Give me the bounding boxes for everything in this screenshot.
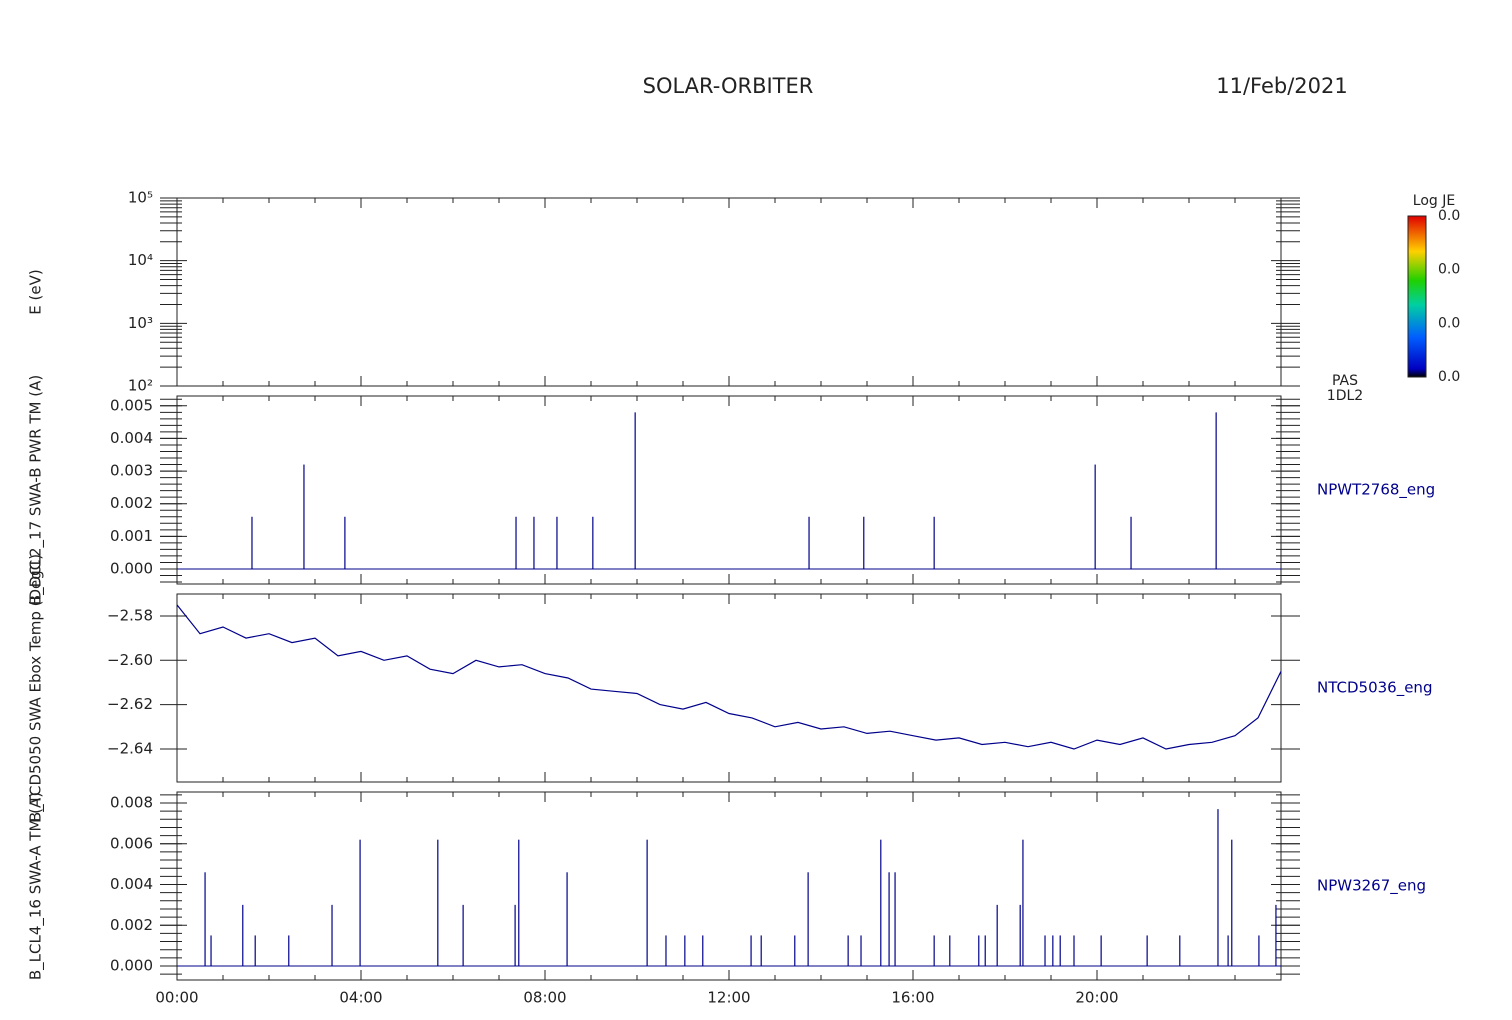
y-tick-label: −2.60 — [107, 651, 153, 669]
y-tick-label: 0.002 — [110, 916, 153, 934]
y-tick-label: 0.006 — [110, 834, 153, 852]
colorbar-label: 0.0 — [1438, 315, 1460, 331]
chart-title: SOLAR-ORBITER — [643, 74, 814, 98]
y-axis-label: B_TCD5050 SWA Ebox Temp (DegC) — [27, 554, 46, 822]
line — [176, 604, 1282, 750]
y-tick-label: 10² — [128, 377, 153, 395]
y-tick-label: 10³ — [128, 314, 153, 332]
y-tick-label: −2.64 — [107, 739, 153, 757]
y-tick-label: 10⁴ — [128, 251, 153, 269]
plot-frame — [176, 593, 1282, 783]
colorbar — [1407, 215, 1427, 378]
y-tick-label: −2.62 — [107, 695, 153, 713]
instrument-label: 1DL2 — [1327, 388, 1363, 404]
colorbar-label: 0.0 — [1438, 369, 1460, 385]
y-axis-label: B_LCL4_16 SWA-A TM (A) — [27, 792, 46, 980]
x-tick-label: 04:00 — [339, 989, 382, 1007]
y-axis-label: B_DCL2_17 SWA-B PWR TM (A) — [27, 375, 46, 605]
y-tick-label: 0.003 — [110, 462, 153, 480]
instrument-label: PAS — [1332, 373, 1358, 389]
y-tick-label: 10⁵ — [128, 189, 153, 207]
y-tick-label: −2.58 — [107, 606, 153, 624]
y-tick-label: 0.000 — [110, 559, 153, 577]
x-tick-label: 12:00 — [707, 989, 750, 1007]
x-tick-label: 08:00 — [523, 989, 566, 1007]
x-tick-label: 20:00 — [1075, 989, 1118, 1007]
plot-frame — [176, 395, 1282, 585]
colorbar-label: 0.0 — [1438, 262, 1460, 278]
plot-frame — [176, 197, 1282, 387]
y-axis-label: E (eV) — [27, 269, 45, 314]
y-tick-label: 0.005 — [110, 396, 153, 414]
x-tick-label: 00:00 — [155, 989, 198, 1007]
y-tick-label: 0.001 — [110, 527, 153, 545]
date: 11/Feb/2021 — [1216, 74, 1348, 98]
colorbar-title: Log JE — [1413, 193, 1455, 209]
y-tick-label: 0.002 — [110, 494, 153, 512]
y-tick-label: 0.004 — [110, 875, 153, 893]
y-tick-label: 0.008 — [110, 794, 153, 812]
series-label: NPWT2768_eng — [1317, 481, 1435, 500]
series-label: NTCD5036_eng — [1317, 679, 1432, 698]
y-tick-label: 0.004 — [110, 429, 153, 447]
series-label: NPW3267_eng — [1317, 877, 1426, 896]
x-tick-label: 16:00 — [891, 989, 934, 1007]
plot-frame — [176, 791, 1282, 981]
y-tick-label: 0.000 — [110, 957, 153, 975]
colorbar-label: 0.0 — [1438, 208, 1460, 224]
